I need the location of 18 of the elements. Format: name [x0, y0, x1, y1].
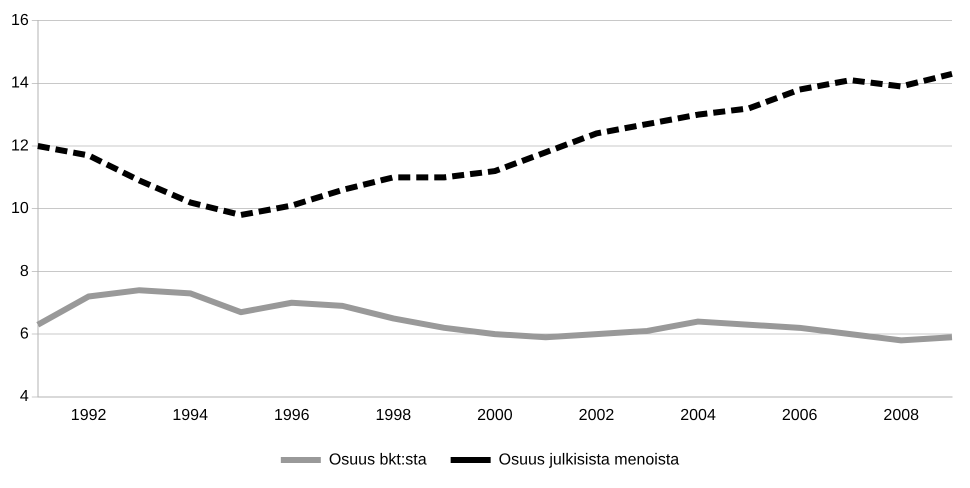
- y-tick-label: 4: [20, 388, 29, 406]
- y-tick-label: 10: [11, 200, 29, 218]
- x-tick-label: 2000: [477, 406, 513, 424]
- x-tick-label: 1996: [274, 406, 310, 424]
- y-tick-label: 14: [11, 74, 29, 92]
- x-tick-label: 1992: [70, 406, 106, 424]
- x-tick-label: 2008: [883, 406, 920, 424]
- x-tick-label: 1994: [172, 406, 208, 424]
- y-tick-label: 6: [20, 326, 29, 343]
- y-tick-label: 16: [11, 12, 29, 30]
- y-tick-label: 12: [11, 137, 29, 154]
- legend-label: Osuus julkisista menoista: [498, 451, 680, 468]
- x-tick-label: 2006: [782, 406, 818, 424]
- y-tick-label: 8: [20, 262, 29, 280]
- legend-label: Osuus bkt:sta: [328, 451, 427, 468]
- x-tick-label: 1998: [376, 406, 412, 424]
- x-tick-label: 2004: [680, 406, 716, 424]
- x-tick-label: 2002: [578, 406, 614, 424]
